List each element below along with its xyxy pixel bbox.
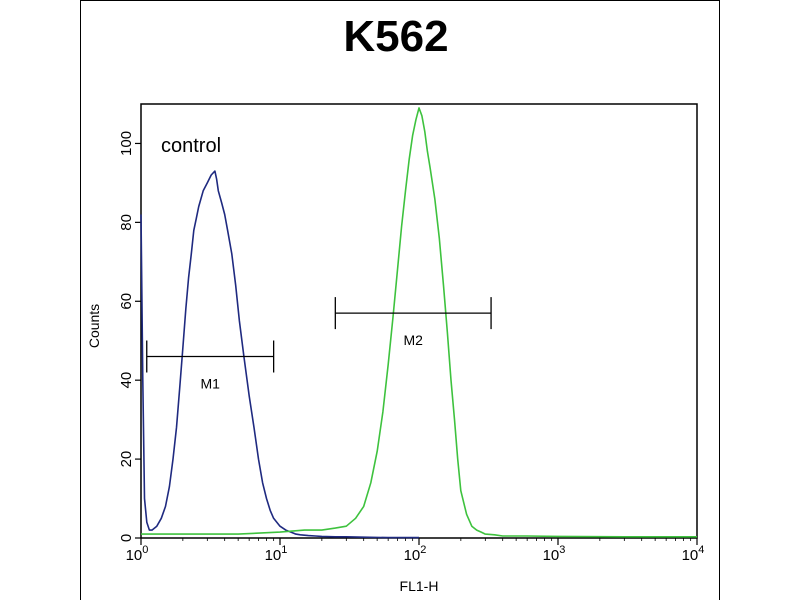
x-axis: 100 101 102 103 104 <box>126 538 705 564</box>
chart-title: K562 <box>343 12 448 61</box>
y-axis: 0 20 40 60 80 100 <box>118 131 141 542</box>
gate-m1: M1 <box>146 340 275 392</box>
plot-area <box>140 103 698 539</box>
x-tick-label: 101 <box>265 544 288 564</box>
gate-m2: M2 <box>334 297 492 348</box>
x-tick-label: 102 <box>404 544 427 564</box>
control-histogram-line <box>140 170 419 539</box>
x-tick-label: 100 <box>126 544 149 564</box>
x-tick-label: 103 <box>543 544 566 564</box>
x-tick-label: 104 <box>682 544 705 564</box>
gate-label: M1 <box>200 376 220 392</box>
x-axis-label: FL1-H <box>400 578 439 594</box>
x-tick-exponent: 1 <box>281 544 287 556</box>
x-tick-exponent: 2 <box>420 544 426 556</box>
x-tick-base: 10 <box>543 547 560 564</box>
series-group <box>140 107 697 539</box>
y-tick-label: 0 <box>118 534 135 542</box>
y-tick-label: 100 <box>118 131 135 156</box>
gate-label: M2 <box>403 332 423 348</box>
x-tick-exponent: 0 <box>142 544 148 556</box>
control-annotation: control <box>161 135 221 157</box>
x-tick-base: 10 <box>265 547 282 564</box>
x-tick-base: 10 <box>682 547 699 564</box>
sample-histogram-line <box>141 107 697 538</box>
x-tick-base: 10 <box>126 547 143 564</box>
x-tick-exponent: 4 <box>698 544 704 556</box>
y-tick-label: 80 <box>118 214 135 231</box>
y-tick-label: 20 <box>118 451 135 468</box>
gate-group: M1 M2 <box>146 297 492 392</box>
x-tick-base: 10 <box>404 547 421 564</box>
y-axis-label: Counts <box>86 304 102 348</box>
x-tick-exponent: 3 <box>559 544 565 556</box>
y-tick-label: 60 <box>118 293 135 310</box>
y-tick-label: 40 <box>118 372 135 389</box>
chart-figure: K562 0 20 40 60 80 100 100 101 102 103 104 Counts… <box>80 0 720 600</box>
